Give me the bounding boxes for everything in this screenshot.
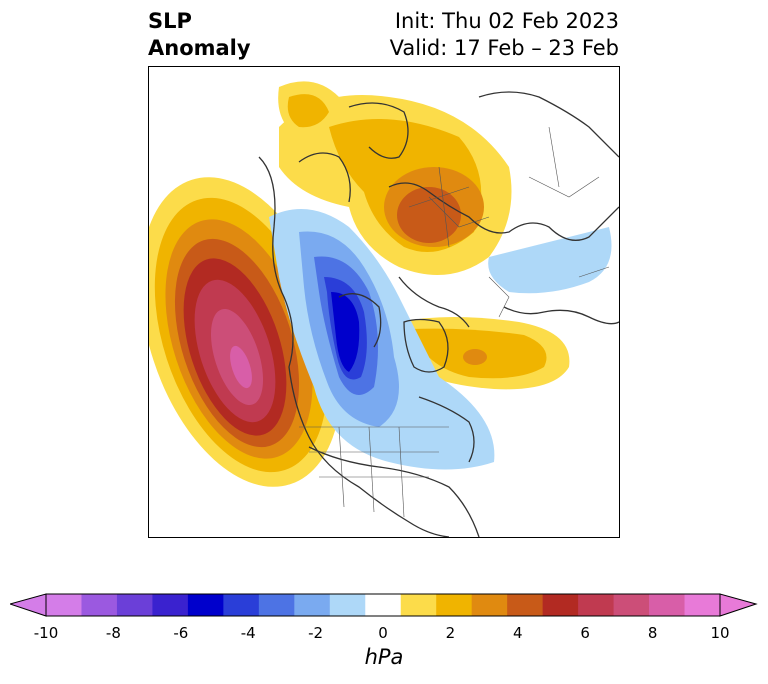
map-dates: Init: Thu 02 Feb 2023 Valid: 17 Feb – 23… (390, 8, 619, 62)
colorbar-swatch (294, 594, 331, 616)
colorbar-tick-label: 0 (378, 624, 388, 642)
siberia-low-anomaly (488, 227, 612, 294)
colorbar-swatch (116, 594, 153, 616)
colorbar-outline (45, 593, 721, 617)
colorbar-tick-label: -8 (105, 624, 121, 642)
colorbar-tick-label: 2 (445, 624, 456, 642)
colorbar-units: hPa (364, 645, 404, 669)
coastlines (258, 91, 619, 537)
colorbar-extend-high (719, 593, 758, 617)
colorbar-swatch (436, 594, 473, 616)
valid-date: Valid: 17 Feb – 23 Feb (389, 36, 619, 60)
colorbar-swatch (684, 594, 721, 616)
colorbar-swatch (258, 594, 295, 616)
colorbar (10, 593, 758, 617)
title-line-1: SLP (148, 9, 192, 33)
colorbar-swatch (187, 594, 224, 616)
colorbar-tick-label: 8 (647, 624, 658, 642)
colorbar-tick-label: 6 (580, 624, 590, 642)
anomaly-map-svg (149, 81, 619, 537)
colorbar-swatch (542, 594, 579, 616)
colorbar-swatch (507, 594, 544, 616)
colorbar-swatch (46, 594, 82, 616)
colorbar-swatch (152, 594, 189, 616)
map-title: SLP Anomaly (148, 8, 251, 62)
colorbar-tick-label: -10 (33, 624, 59, 642)
colorbar-swatch (649, 594, 686, 616)
colorbar-tick-label: -4 (240, 624, 256, 642)
init-date: Init: Thu 02 Feb 2023 (394, 9, 619, 33)
colorbar-swatch (400, 594, 437, 616)
colorbar-swatch (81, 594, 118, 616)
colorbar-boxes (46, 594, 721, 616)
colorbar-tick-label: 4 (513, 624, 523, 642)
colorbar-swatch (471, 594, 508, 616)
colorbar-tick-label: 10 (710, 624, 730, 642)
colorbar-extend-low (10, 593, 47, 617)
title-line-2: Anomaly (148, 36, 251, 60)
anomaly-map (148, 66, 620, 538)
colorbar-swatch (613, 594, 650, 616)
colorbar-swatch (578, 594, 615, 616)
political-borders (299, 126, 610, 518)
colorbar-swatch (329, 594, 366, 616)
colorbar-tick-label: -2 (308, 624, 324, 642)
colorbar-swatch (365, 594, 402, 616)
colorbar-tick-label: -6 (173, 624, 189, 642)
colorbar-swatch (223, 594, 260, 616)
